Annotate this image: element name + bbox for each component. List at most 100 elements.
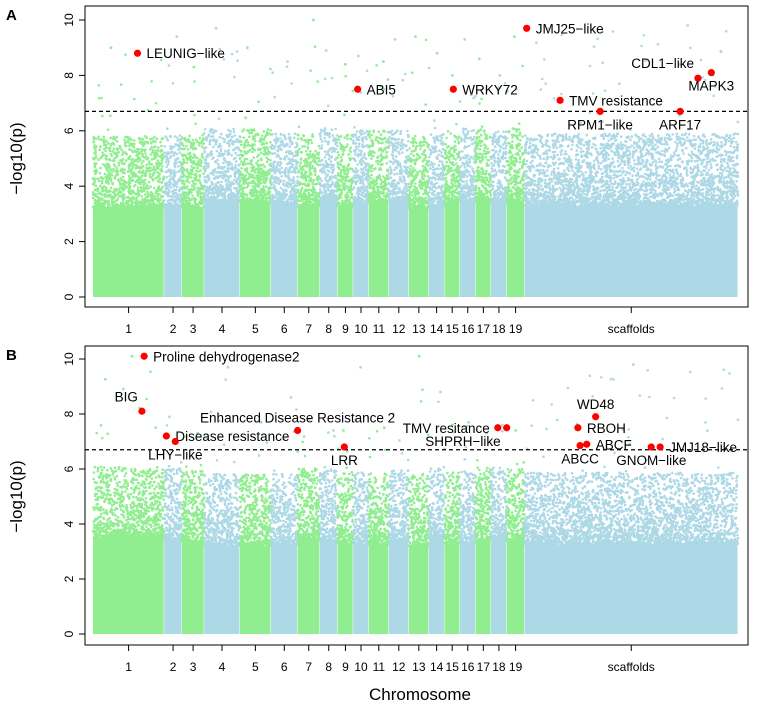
snp-point [94, 172, 97, 176]
snp-point [219, 145, 223, 148]
snp-point [309, 161, 313, 164]
snp-point [330, 175, 333, 178]
snp-point [111, 137, 115, 140]
snp-point [386, 141, 390, 144]
snp-point [410, 194, 414, 197]
snp-point [339, 175, 343, 178]
snp-point [167, 160, 170, 163]
snp-point [107, 142, 110, 145]
snp-point [278, 199, 282, 203]
snp-point [406, 170, 409, 174]
snp-point [381, 150, 384, 153]
snp-point [324, 184, 327, 188]
snp-point [112, 168, 115, 171]
snp-point [389, 141, 392, 145]
snp-point [106, 169, 110, 173]
snp-point [337, 138, 341, 142]
snp-point [395, 166, 398, 169]
snp-point [327, 163, 331, 166]
snp-point [358, 135, 361, 139]
snp-point [434, 145, 438, 149]
snp-point [314, 173, 317, 176]
snp-point [343, 136, 347, 139]
snp-point [97, 97, 101, 100]
snp-point [352, 186, 356, 189]
snp-point [321, 140, 324, 143]
snp-point [233, 178, 236, 182]
snp-point [424, 38, 428, 42]
snp-point [101, 151, 104, 154]
snp-point [251, 137, 255, 141]
snp-point [134, 201, 137, 205]
snp-point [160, 144, 163, 148]
snp-point [316, 80, 320, 83]
snp-point [298, 181, 302, 184]
snp-point [236, 59, 239, 62]
snp-point [177, 148, 180, 151]
snp-point [354, 182, 358, 186]
snp-point [279, 133, 283, 136]
snp-point [106, 179, 109, 182]
snp-point [148, 172, 152, 176]
snp-point [349, 185, 352, 188]
snp-point [296, 190, 300, 194]
snp-point [181, 155, 185, 158]
snp-point [396, 129, 399, 132]
snp-point [328, 185, 332, 188]
snp-point [256, 155, 259, 158]
snp-point [98, 148, 101, 152]
snp-point [346, 143, 349, 146]
snp-point [259, 167, 263, 171]
snp-point [158, 163, 161, 167]
snp-point [154, 151, 157, 154]
snp-point [281, 188, 285, 191]
snp-point [173, 199, 176, 203]
snp-point [132, 171, 136, 174]
snp-point [409, 152, 413, 156]
snp-point [427, 159, 431, 163]
snp-point [285, 166, 288, 170]
snp-point [269, 159, 272, 162]
snp-point [163, 205, 167, 209]
snp-point [206, 185, 209, 189]
snp-point [232, 192, 235, 195]
snp-point [145, 169, 148, 173]
snp-point [386, 78, 390, 81]
snp-point [254, 139, 257, 143]
snp-point [272, 163, 275, 166]
snp-point [94, 137, 98, 140]
snp-point [386, 168, 390, 171]
snp-point [156, 204, 160, 207]
snp-point [309, 138, 313, 142]
snp-point [254, 177, 258, 180]
snp-point [270, 162, 273, 165]
snp-point [413, 162, 417, 166]
snp-point [327, 104, 330, 108]
snp-point [343, 171, 346, 175]
snp-point [93, 144, 96, 147]
snp-point [204, 190, 208, 193]
snp-point [109, 186, 113, 190]
snp-point [364, 168, 368, 172]
snp-point [159, 140, 162, 144]
snp-point [374, 167, 377, 170]
snp-point [363, 131, 367, 135]
snp-point [304, 163, 308, 167]
snp-point [211, 131, 215, 135]
snp-point [93, 194, 97, 198]
snp-point [178, 160, 182, 164]
snp-point [241, 163, 245, 167]
snp-point [168, 179, 171, 183]
snp-point [260, 143, 264, 146]
snp-point [178, 204, 182, 208]
snp-point [217, 117, 221, 121]
snp-point [381, 200, 385, 203]
snp-point [421, 198, 425, 202]
snp-point [303, 191, 306, 195]
snp-point [280, 194, 284, 198]
snp-point [396, 200, 399, 204]
snp-point [250, 169, 253, 173]
snp-point [196, 203, 200, 207]
snp-point [240, 140, 243, 143]
snp-point [332, 168, 336, 171]
